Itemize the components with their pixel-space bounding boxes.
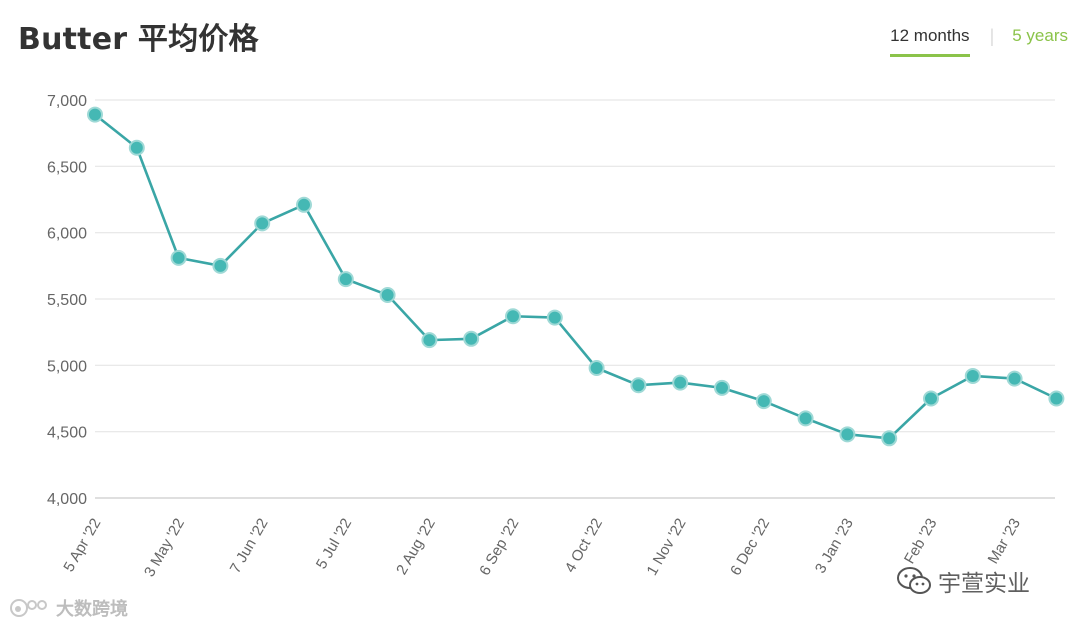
data-point <box>964 367 981 384</box>
data-point <box>463 330 480 347</box>
data-point <box>630 377 647 394</box>
tab-12-months[interactable]: 12 months <box>890 26 970 57</box>
data-point <box>714 379 730 396</box>
data-point <box>755 393 772 410</box>
x-tick-label: 5 Apr '22 <box>60 516 104 575</box>
data-point <box>839 426 856 443</box>
data-point <box>797 410 814 427</box>
data-point <box>923 390 939 407</box>
y-tick-label: 4,000 <box>47 491 87 508</box>
x-tick-label: Mar '23 <box>985 516 1025 567</box>
data-point <box>128 139 145 156</box>
data-point <box>421 332 438 349</box>
x-tick-label: 7 Jun '22 <box>227 516 272 577</box>
watermark-left: 大数跨境 <box>10 595 128 621</box>
x-tick-label: 6 Dec '22 <box>727 516 773 579</box>
data-point <box>505 308 521 325</box>
y-tick-label: 6,000 <box>47 226 87 243</box>
x-tick-label: 5 Jul '22 <box>313 516 355 572</box>
wechat-icon <box>897 567 931 594</box>
data-point <box>1048 390 1065 407</box>
period-tabs: 12 months | 5 years <box>890 26 1068 57</box>
data-point <box>87 106 103 123</box>
x-tick-label: Feb '23 <box>901 516 941 567</box>
data-point <box>337 271 354 288</box>
watermark-right: 宇萱实业 <box>896 564 1030 598</box>
data-point <box>254 215 271 232</box>
weibo-logo-icon <box>10 599 47 617</box>
data-point <box>1006 370 1023 387</box>
data-point <box>546 309 563 326</box>
y-tick-label: 5,500 <box>47 292 87 309</box>
y-tick-label: 7,000 <box>47 93 87 110</box>
data-point <box>296 196 312 213</box>
data-point <box>588 359 605 376</box>
data-point <box>212 257 229 274</box>
watermark-left-text: 大数跨境 <box>56 599 128 620</box>
watermark-right-text: 宇萱实业 <box>938 571 1030 597</box>
x-tick-label: 1 Nov '22 <box>643 516 689 579</box>
data-point <box>672 374 689 391</box>
y-tick-label: 6,500 <box>47 159 87 176</box>
data-point <box>379 287 396 304</box>
x-tick-label: 2 Aug '22 <box>393 516 439 578</box>
data-point <box>881 430 898 447</box>
y-tick-label: 5,000 <box>47 358 87 375</box>
y-tick-label: 4,500 <box>47 425 87 442</box>
tab-separator: | <box>989 26 995 46</box>
x-tick-label: 4 Oct '22 <box>562 516 607 576</box>
chart-title: Butter 平均价格 <box>18 22 259 57</box>
series-line <box>94 113 1057 440</box>
tab-5-years[interactable]: 5 years <box>1012 26 1068 45</box>
x-tick-label: 3 Jan '23 <box>812 516 857 577</box>
data-point <box>170 249 187 266</box>
x-tick-label: 3 May '22 <box>141 516 188 580</box>
x-tick-label: 6 Sep '22 <box>476 516 522 579</box>
